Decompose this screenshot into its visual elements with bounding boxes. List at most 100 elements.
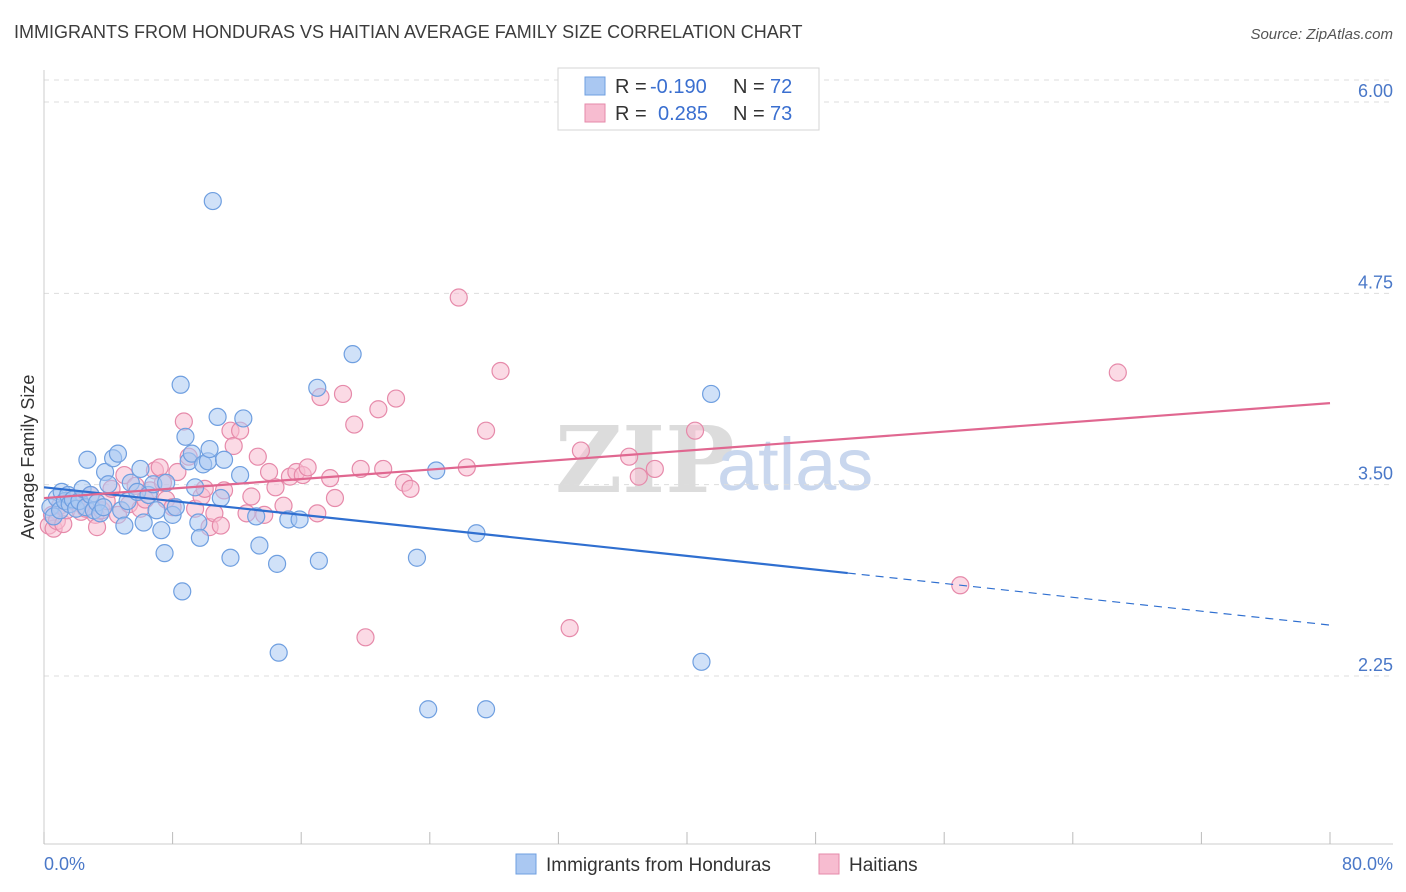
x-tick-label-min: 0.0% — [44, 854, 85, 874]
honduras-point — [99, 475, 118, 494]
haitians-point — [571, 441, 591, 460]
haitians-point — [248, 447, 267, 466]
haitians-point — [174, 412, 193, 431]
legend-r-label-blue: R = — [615, 76, 647, 98]
honduras-point — [208, 407, 227, 427]
legend-r-value-pink: 0.285 — [658, 103, 708, 125]
haitians-point — [560, 619, 579, 638]
haitians-point — [325, 488, 345, 508]
honduras-point — [702, 384, 721, 404]
honduras-point — [134, 513, 153, 532]
legend-swatch-pink — [584, 103, 606, 123]
haitians-point — [345, 415, 364, 434]
haitians-point — [1108, 363, 1127, 382]
honduras-point — [419, 700, 438, 719]
haitians-point — [298, 458, 317, 477]
honduras-point — [247, 507, 266, 526]
chart-title: IMMIGRANTS FROM HONDURAS VS HAITIAN AVER… — [14, 22, 802, 42]
honduras-point — [211, 488, 230, 508]
haitians-point — [449, 288, 468, 307]
y-tick-label: 3.50 — [1358, 464, 1393, 484]
x-axis-ticks — [43, 832, 1331, 844]
haitians-point — [333, 384, 353, 404]
legend-n-value-blue: 72 — [770, 76, 792, 98]
legend-n-label-pink: N = — [733, 103, 765, 125]
haitians-point — [386, 389, 406, 408]
honduras-point — [308, 378, 327, 397]
honduras-point — [108, 444, 128, 463]
honduras-point — [309, 551, 328, 570]
haitians-point — [150, 458, 169, 477]
y-axis-tick-labels: 2.25 3.50 4.75 6.00 — [1358, 81, 1393, 675]
honduras-point — [182, 444, 201, 463]
haitians-point — [620, 447, 639, 466]
y-tick-label: 6.00 — [1358, 81, 1393, 101]
honduras-point — [155, 544, 174, 563]
honduras-point — [166, 498, 185, 517]
series-legend: Immigrants from Honduras Haitians — [515, 853, 918, 876]
honduras-point — [152, 521, 171, 540]
haitians-point — [629, 467, 648, 486]
haitians-point — [374, 459, 393, 479]
y-tick-label: 4.75 — [1358, 272, 1393, 292]
honduras-point — [200, 439, 219, 459]
haitians-point — [259, 462, 279, 482]
honduras-point — [147, 501, 166, 520]
honduras-point — [203, 191, 222, 211]
haitians-point — [351, 459, 370, 479]
legend-r-label-pink: R = — [615, 103, 647, 125]
y-axis-label: Average Family Size — [18, 375, 38, 540]
bottom-legend-label-haitians: Haitians — [849, 855, 918, 876]
honduras-point — [250, 536, 269, 555]
honduras-point — [94, 498, 113, 517]
bottom-legend-label-honduras: Immigrants from Honduras — [546, 855, 771, 876]
haitians-point — [168, 462, 187, 482]
haitians-point — [476, 421, 496, 440]
haitians-point — [401, 479, 420, 498]
bottom-legend-swatch-honduras — [515, 853, 537, 875]
haitians-point — [308, 504, 327, 523]
haitians-point — [645, 459, 664, 479]
haitians-point — [242, 487, 261, 506]
haitians-trend-line — [43, 402, 1331, 500]
correlation-legend: R = -0.190 N = 72 R = 0.285 N = 73 — [557, 67, 820, 131]
honduras-trend-line — [43, 486, 848, 575]
gridlines — [44, 79, 1393, 677]
honduras-point — [131, 459, 150, 479]
honduras-point — [476, 700, 496, 719]
haitians-point — [369, 400, 388, 419]
honduras-trend-extension — [847, 572, 1331, 626]
honduras-point — [115, 516, 134, 535]
honduras-point — [231, 465, 250, 485]
honduras-point — [343, 345, 362, 364]
honduras-point — [267, 554, 287, 573]
watermark-zip: ZIP — [555, 406, 734, 514]
watermark-atlas: atlas — [717, 423, 873, 506]
x-tick-label-max: 80.0% — [1342, 854, 1393, 874]
haitians-point — [211, 516, 230, 535]
honduras-point — [189, 513, 208, 532]
trend-lines — [43, 402, 1331, 626]
chart-source: Source: ZipAtlas.com — [1250, 26, 1393, 43]
haitians-point — [685, 421, 705, 440]
bottom-legend-swatch-haitians — [818, 853, 840, 875]
honduras-point — [176, 427, 195, 446]
legend-n-label-blue: N = — [733, 76, 765, 98]
y-tick-label: 2.25 — [1358, 655, 1393, 675]
honduras-point — [407, 548, 427, 567]
honduras-point — [157, 473, 176, 492]
legend-r-value-blue: -0.190 — [650, 76, 707, 98]
honduras-point — [190, 528, 210, 547]
honduras-point — [78, 450, 97, 469]
honduras-point — [234, 409, 253, 428]
haitians-point — [224, 436, 243, 456]
haitians-point — [266, 478, 285, 497]
honduras-point — [692, 652, 711, 671]
honduras-point — [173, 582, 192, 601]
honduras-point — [221, 548, 240, 567]
honduras-point — [269, 643, 288, 662]
honduras-point — [214, 450, 234, 469]
haitians-point — [356, 628, 375, 647]
legend-n-value-pink: 73 — [770, 103, 792, 125]
